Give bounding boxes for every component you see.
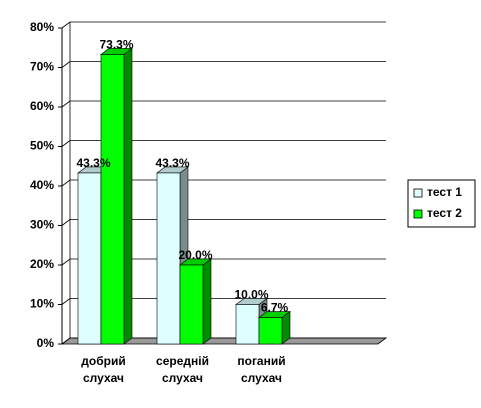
value-label: 43.3% (76, 156, 110, 170)
value-label: 10.0% (234, 288, 268, 302)
y-tick-label: 40% (30, 178, 54, 192)
legend-swatch (413, 188, 423, 198)
legend-label: тест 1 (427, 185, 462, 199)
bar-front (179, 264, 204, 345)
y-tick-label: 80% (30, 20, 54, 34)
grid-line (61, 219, 71, 226)
y-tick-label: 70% (30, 60, 54, 74)
legend-label: тест 2 (427, 206, 462, 220)
value-label: 6.7% (261, 301, 289, 315)
y-tick-label: 0% (37, 336, 55, 350)
value-label: 43.3% (155, 156, 189, 170)
x-tick-label: добрий слухач (81, 354, 126, 385)
x-tick-label: середній слухач (156, 354, 209, 385)
grid-line (61, 258, 71, 266)
value-label: 73.3% (99, 38, 133, 52)
value-label: 20.0% (178, 248, 212, 262)
grid-line (61, 21, 71, 29)
grid-line (61, 140, 71, 147)
y-tick-label: 20% (30, 257, 54, 271)
bar-side (123, 47, 133, 345)
bar-front (235, 304, 260, 345)
bar-side (202, 258, 212, 345)
bar (100, 47, 133, 345)
legend-box (407, 179, 476, 228)
grid-line (61, 337, 71, 345)
bar-front (77, 172, 102, 345)
bar (179, 258, 212, 345)
y-tick-label: 10% (30, 297, 54, 311)
legend-swatch (413, 209, 423, 219)
x-tick-label: поганий слухач (237, 354, 286, 385)
y-tick-label: 50% (30, 139, 54, 153)
bar (258, 310, 291, 345)
bar-front (100, 54, 125, 345)
grid-line (61, 100, 71, 108)
grid-line (61, 61, 71, 68)
y-tick-label: 60% (30, 99, 54, 113)
bar-front (258, 317, 283, 345)
y-tick-label: 30% (30, 218, 54, 232)
bar-front (156, 172, 181, 345)
grid-line (61, 298, 71, 305)
grid-line (61, 179, 71, 187)
